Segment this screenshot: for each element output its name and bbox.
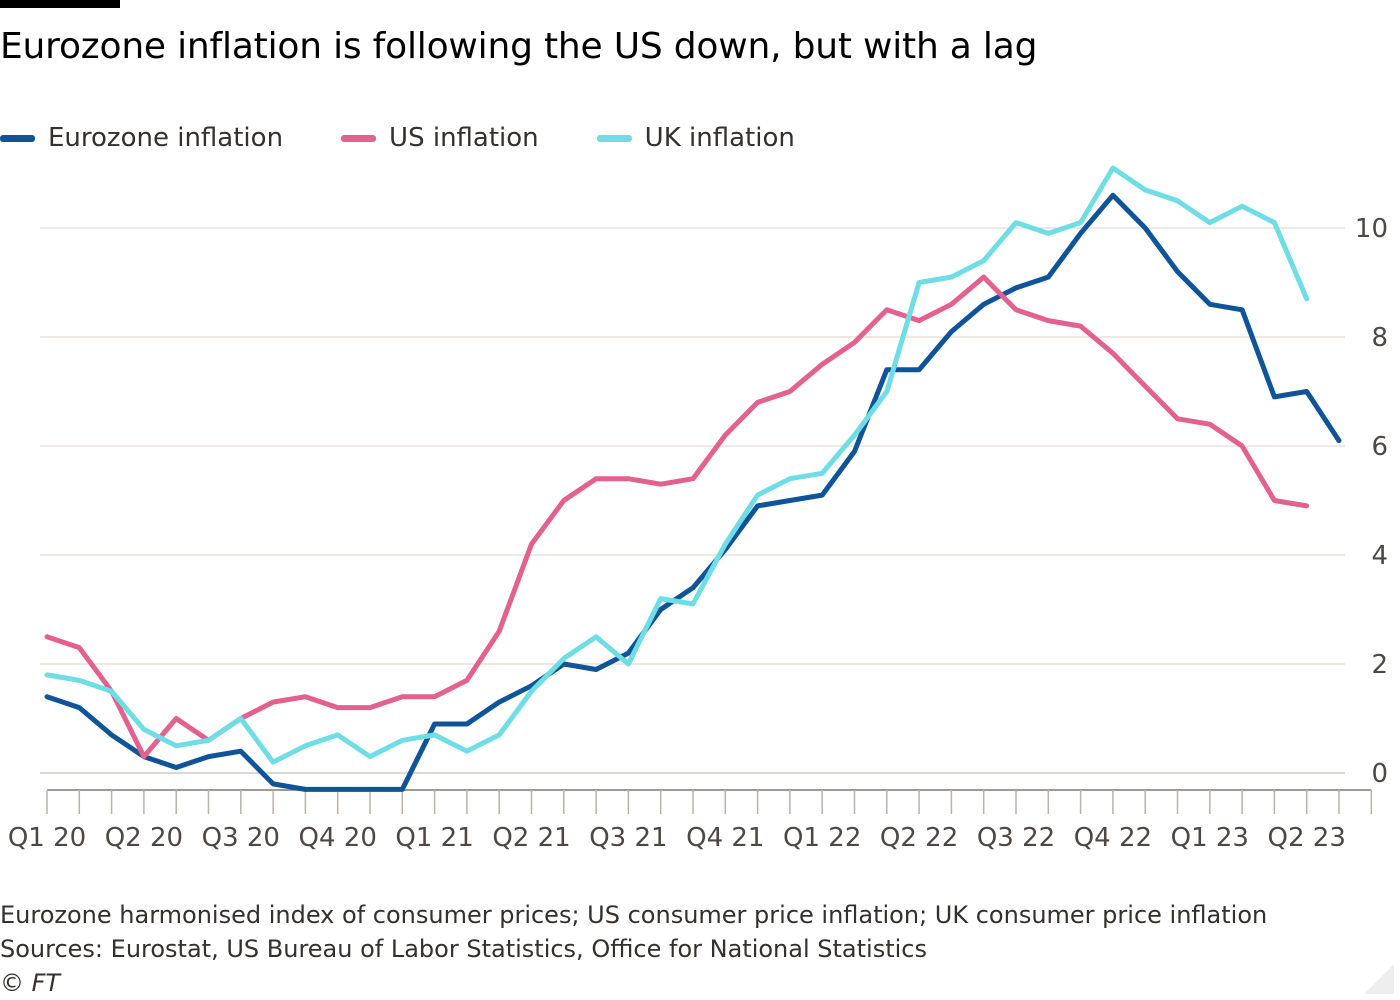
legend-label-eurozone: Eurozone inflation (48, 123, 284, 153)
legend-item-eurozone: Eurozone inflation (0, 123, 283, 153)
y-tick-label: 0 (1371, 759, 1388, 789)
footer-sources: Sources: Eurostat, US Bureau of Labor St… (0, 935, 927, 963)
y-tick-label: 4 (1371, 541, 1388, 571)
x-tick-label: Q2 23 (1268, 823, 1346, 853)
series-line-us (44, 274, 1310, 760)
legend-swatch-uk (596, 134, 632, 142)
y-tick-label: 8 (1371, 323, 1388, 353)
x-tick-label: Q2 22 (880, 823, 958, 853)
footer-credit: © FT (0, 969, 61, 997)
x-tick-label: Q3 20 (202, 823, 280, 853)
brand-bar (0, 0, 120, 8)
y-tick-label: 2 (1371, 650, 1388, 680)
y-tick-label: 10 (1355, 214, 1388, 244)
footer-note: Eurozone harmonised index of consumer pr… (0, 901, 1268, 929)
x-tick-label: Q3 22 (977, 823, 1055, 853)
x-tick-label: Q4 22 (1074, 823, 1152, 853)
legend-label-uk: UK inflation (644, 123, 795, 153)
x-tick-label: Q4 20 (299, 823, 377, 853)
series-line-uk (44, 165, 1310, 765)
chart-title: Eurozone inflation is following the US d… (0, 26, 1038, 67)
legend-label-us: US inflation (389, 123, 539, 153)
x-tick-label: Q1 20 (8, 823, 86, 853)
x-tick-label: Q1 22 (783, 823, 861, 853)
x-tick-label: Q2 20 (105, 823, 183, 853)
legend-swatch-us (341, 134, 377, 142)
y-tick-label: 6 (1371, 432, 1388, 462)
x-tick-label: Q3 21 (589, 823, 667, 853)
x-tick-label: Q2 21 (492, 823, 570, 853)
chart-legend: Eurozone inflation US inflation UK infla… (0, 118, 853, 158)
x-tick-label: Q1 23 (1171, 823, 1249, 853)
legend-item-us: US inflation (341, 123, 539, 153)
legend-item-uk: UK inflation (596, 123, 795, 153)
chart-footer: Eurozone harmonised index of consumer pr… (0, 898, 1267, 1000)
x-tick-label: Q1 21 (395, 823, 473, 853)
x-tick-label: Q4 21 (686, 823, 764, 853)
legend-swatch-eurozone (0, 134, 35, 142)
series-line-eurozone (44, 192, 1342, 792)
corner-fold-icon (1364, 964, 1394, 994)
